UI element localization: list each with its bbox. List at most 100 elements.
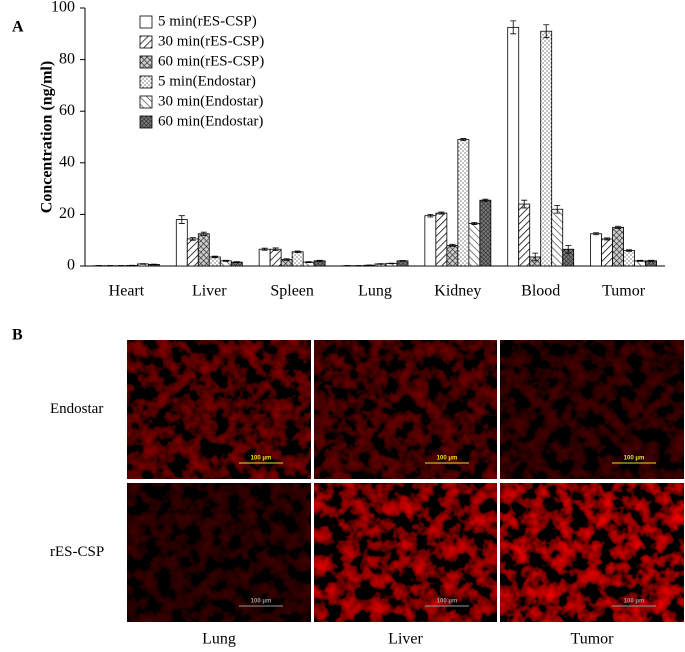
bar — [623, 250, 635, 267]
bar — [175, 219, 188, 267]
error-bar — [449, 243, 456, 247]
error-bar — [521, 199, 528, 209]
x-tick-label: Kidney — [434, 283, 481, 300]
error-bar — [626, 249, 633, 252]
image — [500, 340, 684, 479]
error-bar — [377, 263, 384, 265]
error-bar — [106, 265, 113, 267]
error-bar — [95, 265, 102, 267]
error-bar — [648, 259, 655, 262]
error-bar — [355, 265, 362, 267]
error-bar — [460, 138, 467, 142]
error-bar — [615, 225, 622, 229]
legend-label: 30 min(rES-CSP) — [158, 33, 264, 49]
y-tick-label: 60 — [59, 102, 75, 119]
x-tick-label: Blood — [521, 283, 560, 300]
y-axis-title: Concentration (ng/ml) — [39, 61, 56, 213]
row-label: rES-CSP — [50, 544, 104, 560]
bar — [518, 203, 531, 267]
bar — [186, 238, 199, 267]
bar — [590, 233, 602, 267]
scale-bar-label: 100 μm — [624, 599, 645, 605]
bar — [269, 248, 282, 267]
scale-bar-label: 100 μm — [251, 456, 272, 462]
error-bar — [189, 237, 196, 241]
error-bar — [117, 265, 124, 267]
legend-label: 60 min(Endostar) — [158, 113, 263, 129]
image — [314, 340, 497, 479]
bar — [446, 244, 459, 267]
micrographs — [127, 340, 684, 622]
image — [500, 483, 684, 622]
error-bar — [272, 247, 279, 251]
error-bar — [565, 244, 572, 254]
error-bar — [366, 264, 373, 266]
error-bar — [305, 261, 312, 264]
bar — [457, 139, 470, 267]
error-bar — [150, 263, 157, 266]
legend-swatch — [139, 35, 153, 49]
image — [127, 483, 311, 622]
error-bar — [178, 215, 185, 224]
legend-swatch — [139, 15, 153, 29]
scale-bar-label: 100 μm — [251, 599, 272, 605]
error-bar — [593, 232, 600, 236]
error-bar — [294, 250, 301, 253]
bar — [551, 208, 564, 267]
error-bar — [510, 20, 517, 35]
y-tick-label: 20 — [59, 205, 75, 222]
error-bar — [222, 259, 229, 262]
legend-swatch — [139, 75, 153, 89]
legend-swatch — [139, 55, 153, 69]
bar — [208, 256, 221, 267]
legend-label: 5 min(rES-CSP) — [158, 13, 257, 29]
scale-bar-label: 100 μm — [437, 456, 458, 462]
error-bar — [128, 264, 135, 267]
error-bar — [283, 258, 290, 261]
error-bar — [344, 265, 351, 267]
error-bar — [532, 252, 539, 262]
panel-label: B — [12, 327, 23, 344]
panel-label: A — [12, 19, 24, 36]
error-bar — [438, 211, 445, 215]
bar — [612, 226, 624, 267]
scale-bar-label: 100 μm — [624, 456, 645, 462]
bar — [507, 26, 520, 267]
column-label: Tumor — [571, 631, 615, 648]
bar — [435, 212, 448, 267]
error-bar — [399, 260, 406, 262]
y-tick-label: 80 — [59, 50, 75, 67]
error-bar — [233, 261, 240, 264]
error-bar — [316, 259, 323, 262]
scale-bar-label: 100 μm — [437, 599, 458, 605]
x-tick-label: Tumor — [602, 283, 646, 300]
x-tick-label: Liver — [192, 283, 227, 300]
error-bar — [471, 221, 478, 225]
legend-swatch — [139, 95, 153, 109]
y-tick-label: 0 — [67, 257, 75, 274]
legend-label: 5 min(Endostar) — [158, 73, 256, 89]
bar — [540, 30, 553, 267]
x-tick-label: Heart — [109, 283, 145, 300]
bar — [468, 223, 481, 267]
bar — [258, 248, 271, 267]
x-tick-label: Spleen — [270, 283, 314, 300]
error-bar — [388, 262, 395, 265]
y-tick-label: 100 — [51, 0, 75, 16]
error-bar — [211, 255, 218, 259]
bar — [197, 233, 210, 267]
column-label: Liver — [388, 631, 423, 648]
legend-swatch — [139, 115, 153, 129]
error-bar — [427, 214, 434, 218]
error-bar — [543, 24, 550, 39]
error-bar — [261, 247, 268, 251]
legend-label: 60 min(rES-CSP) — [158, 53, 264, 69]
error-bar — [482, 198, 489, 202]
y-tick-label: 40 — [59, 153, 75, 170]
bar — [396, 260, 409, 267]
error-bar — [604, 237, 611, 241]
image — [314, 483, 497, 622]
bar — [601, 238, 613, 267]
column-label: Lung — [202, 631, 236, 648]
